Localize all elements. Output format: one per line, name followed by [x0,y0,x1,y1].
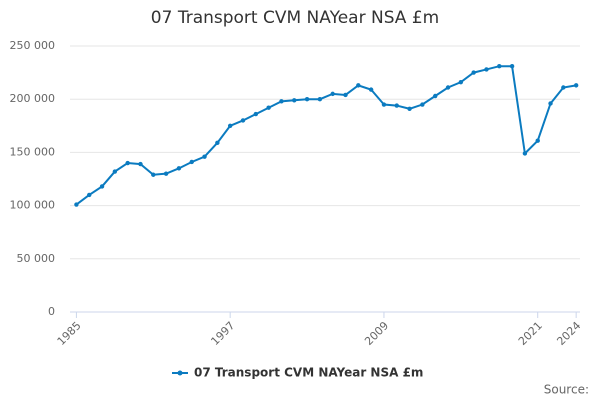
point [394,103,399,108]
y-tick-label: 50 000 [17,252,56,265]
point [497,64,502,69]
point [356,83,361,88]
point [407,106,412,111]
y-tick-label: 200 000 [10,92,56,105]
point [548,101,553,106]
point [292,98,297,103]
point [227,123,233,128]
point [189,159,194,165]
point [381,102,387,107]
y-tick-label: 100 000 [10,199,56,212]
point [433,93,438,99]
point [509,64,515,69]
point [368,87,374,92]
point [138,161,143,167]
series-line [75,65,577,206]
point [573,83,579,88]
x-tick-label: 1997 [208,319,237,348]
point [215,140,220,146]
legend-label: 07 Transport CVM NAYear NSA £m [194,366,423,380]
point [522,151,528,156]
point [163,171,169,176]
point [240,118,246,123]
point [330,91,335,97]
point [561,85,566,90]
point [151,172,156,177]
chart-title: 07 Transport CVM NAYear NSA £m [151,8,439,28]
point [253,111,259,117]
x-tick-label: 2024 [554,319,583,348]
y-tick-label: 250 000 [10,39,56,52]
legend-marker [177,370,183,376]
x-tick-label: 1985 [55,319,84,348]
point [87,192,92,198]
point [176,166,182,171]
y-tick-label: 150 000 [10,145,56,158]
point [317,97,323,102]
point [343,92,348,98]
point [99,184,105,189]
point [112,169,118,174]
point [74,202,79,207]
point [458,79,464,85]
point [471,70,476,75]
point [304,97,310,102]
point [279,99,284,104]
point [266,105,271,110]
x-tick-label: 2021 [516,319,545,348]
point [484,67,489,72]
point [420,102,425,107]
point [125,160,130,166]
x-tick-label: 2009 [362,319,391,348]
point [535,138,540,143]
point [445,85,451,90]
y-tick-label: 0 [48,305,55,318]
source: Source: [544,383,589,397]
point [202,154,207,159]
